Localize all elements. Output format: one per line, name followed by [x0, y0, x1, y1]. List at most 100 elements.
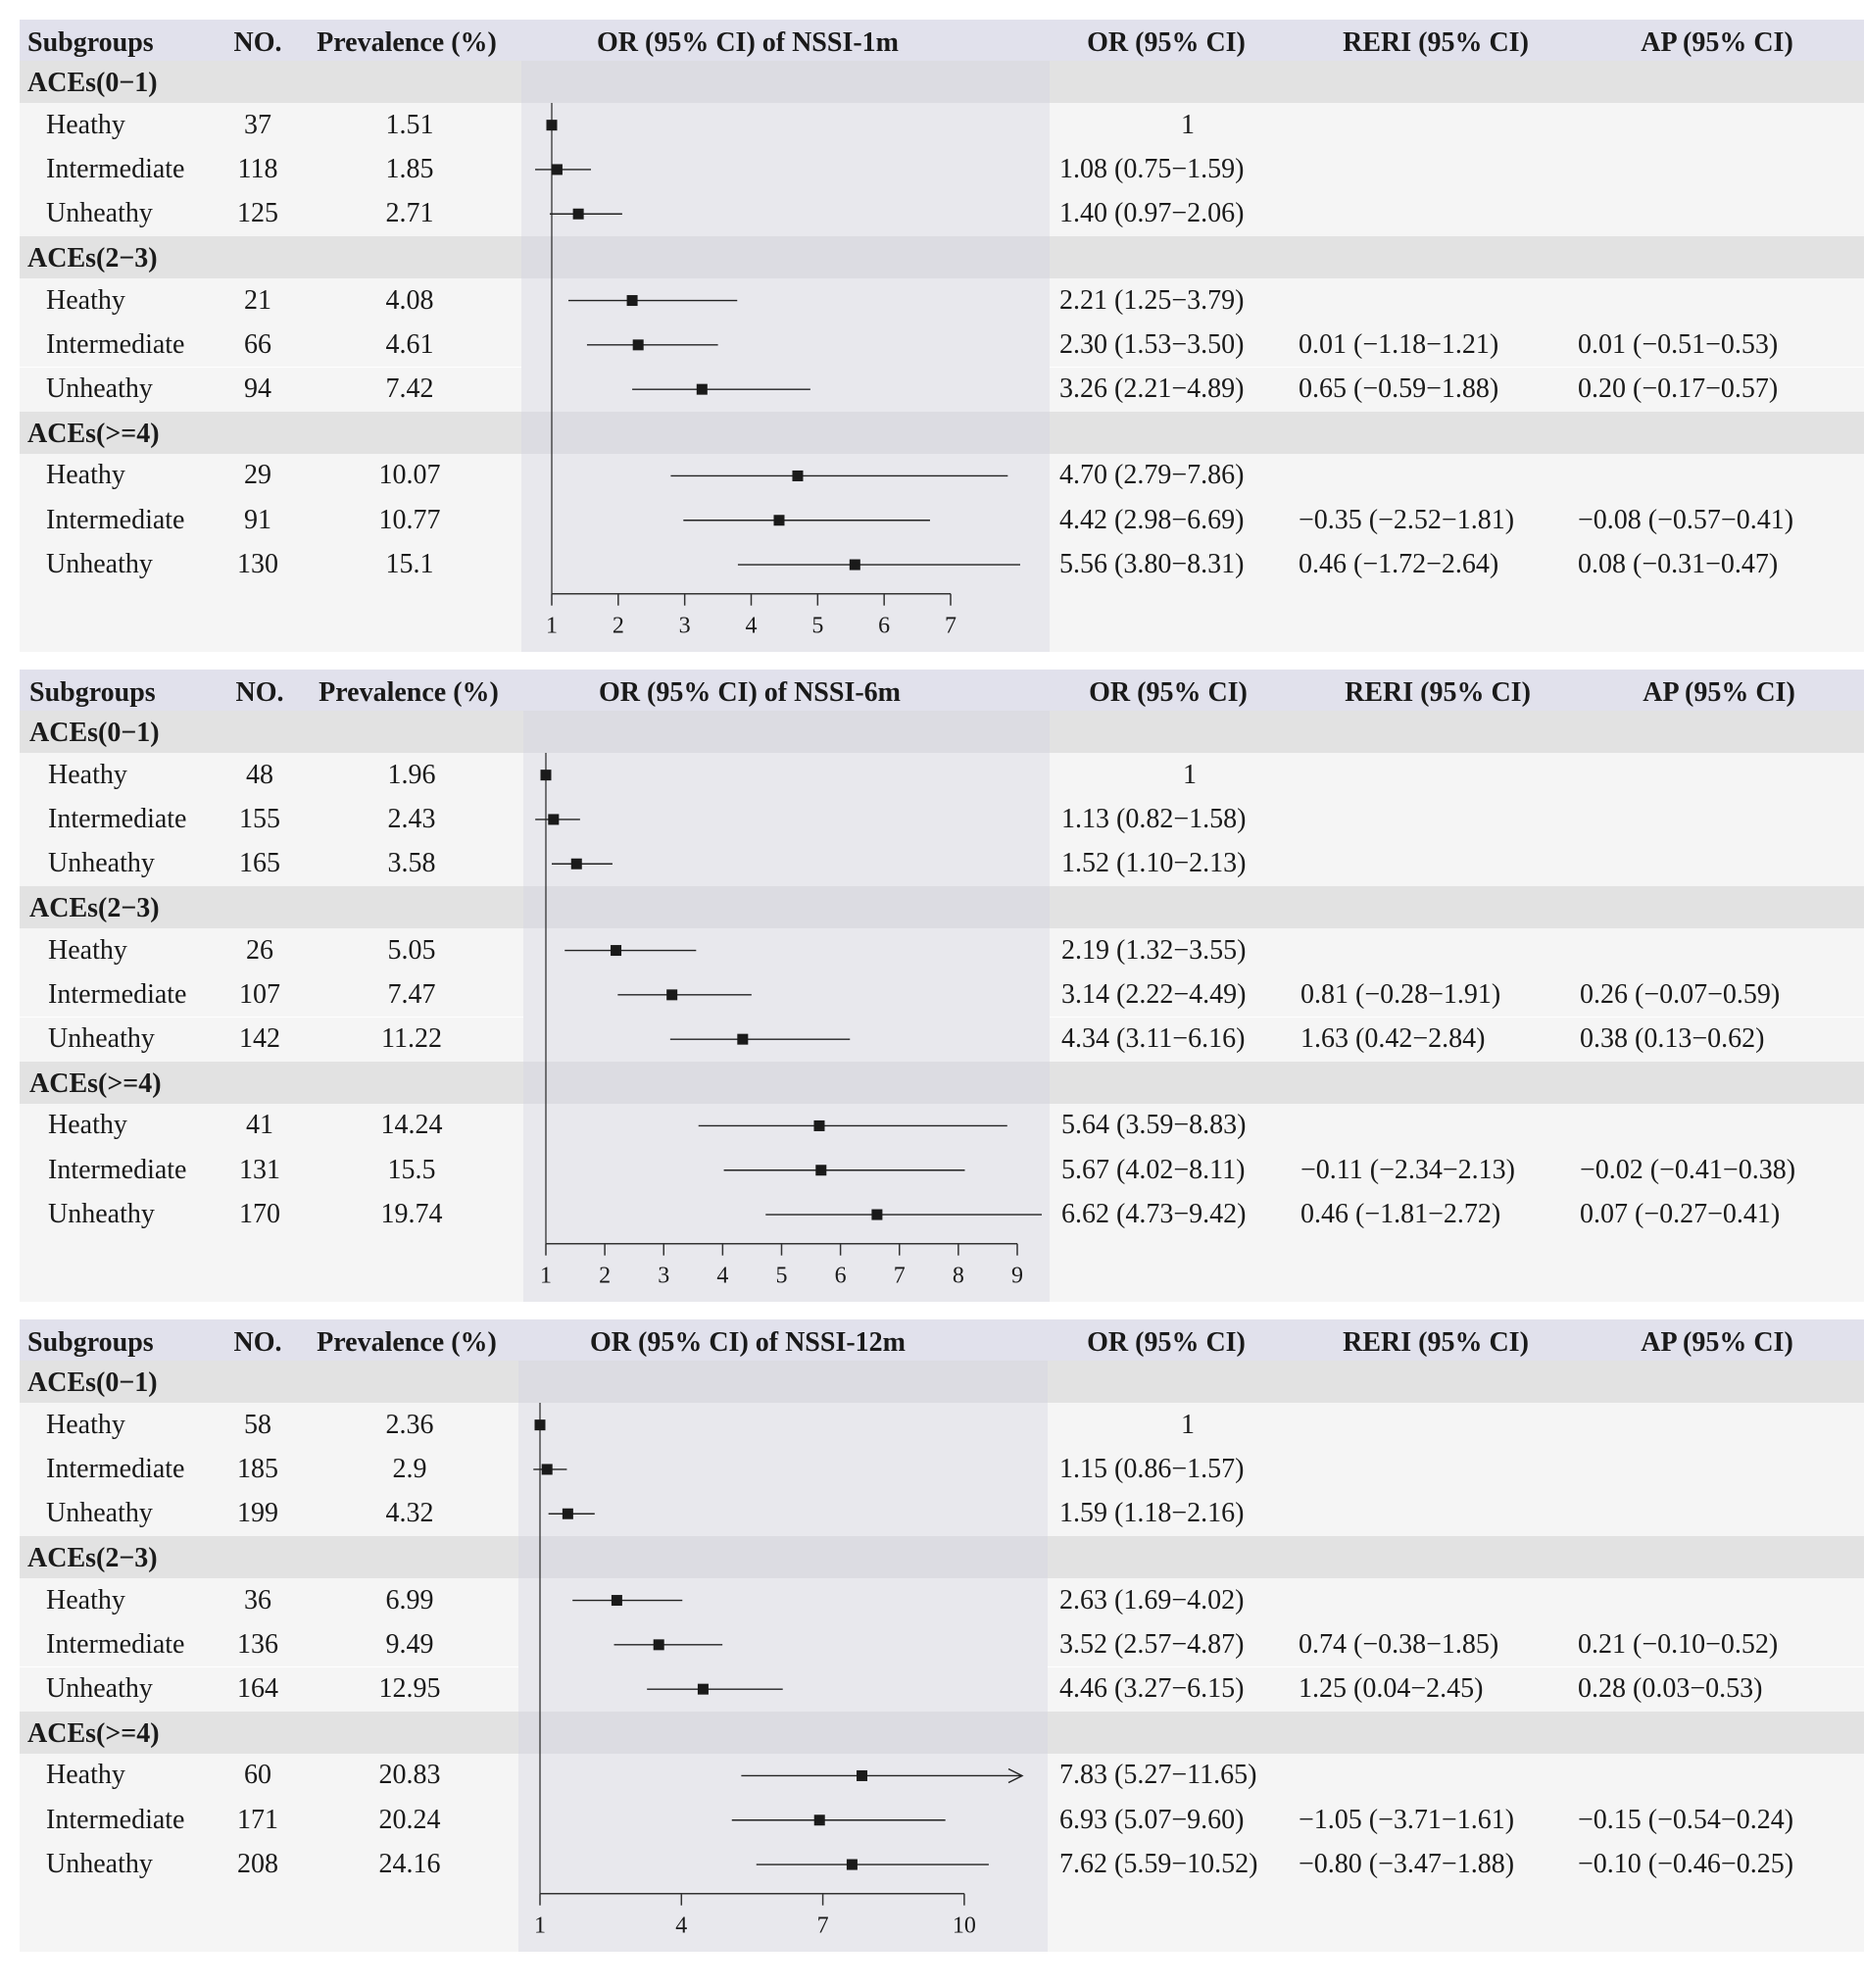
col-header-no: NO. [233, 27, 282, 58]
row-label: Heathy [46, 1584, 125, 1615]
row-or-ci: 2.19 (1.32−3.55) [1061, 934, 1247, 966]
row-or-ci: 5.67 (4.02−8.11) [1061, 1154, 1246, 1185]
row-prevalence: 7.47 [387, 978, 436, 1010]
row-label: Heathy [48, 759, 127, 790]
or-point [773, 515, 785, 526]
row-prevalence: 2.43 [387, 803, 436, 834]
row-ap: −0.15 (−0.54−0.24) [1578, 1804, 1794, 1835]
or-point [541, 1464, 553, 1475]
col-header-subgroups: Subgroups [29, 677, 156, 708]
row-no: 142 [239, 1023, 280, 1055]
or-point [696, 383, 708, 395]
row-label: Unheathy [48, 848, 155, 879]
row-no: 91 [244, 504, 271, 535]
row-ap: 0.08 (−0.31−0.47) [1578, 549, 1779, 580]
col-header-prevalence: Prevalence (%) [319, 677, 499, 708]
ci-arrow [1007, 1767, 1024, 1784]
row-or-ci: 1.08 (0.75−1.59) [1059, 153, 1245, 184]
row-ap: 0.26 (−0.07−0.59) [1580, 978, 1781, 1010]
row-label: Intermediate [46, 1453, 185, 1484]
or-point [815, 1165, 827, 1176]
row-no: 130 [237, 549, 278, 580]
row-ap: 0.28 (0.03−0.53) [1578, 1673, 1763, 1705]
row-reri: 1.63 (0.42−2.84) [1300, 1023, 1486, 1055]
col-header-prevalence: Prevalence (%) [317, 27, 497, 58]
row-label: Heathy [48, 934, 127, 966]
row-no: 136 [237, 1628, 278, 1660]
row-prevalence: 1.96 [387, 759, 436, 790]
row-prevalence: 2.36 [385, 1409, 434, 1440]
row-no: 48 [246, 759, 273, 790]
plot-group-band [518, 1361, 1048, 1403]
row-prevalence: 3.58 [387, 848, 436, 879]
row-no: 37 [244, 109, 271, 140]
row-ap: 0.38 (0.13−0.62) [1580, 1023, 1765, 1055]
row-or-ci: 5.56 (3.80−8.31) [1059, 549, 1245, 580]
row-or-ci: 1.13 (0.82−1.58) [1061, 803, 1247, 834]
forest-panel-3: Subgroups NO. Prevalence (%) OR (95% CI) of… [20, 1319, 1864, 1952]
col-header-forest-title: OR (95% CI) of NSSI-6m [599, 677, 901, 708]
or-point [548, 814, 560, 825]
or-point [540, 770, 552, 781]
row-no: 66 [244, 328, 271, 360]
row-prevalence: 4.08 [385, 284, 434, 316]
row-or-ci: 3.26 (2.21−4.89) [1059, 373, 1245, 405]
or-point [551, 164, 563, 175]
row-no: 131 [239, 1154, 280, 1185]
row-label: Heathy [46, 1409, 125, 1440]
row-label: Heathy [46, 284, 125, 316]
col-header-no: NO. [233, 1327, 282, 1358]
plot-area [518, 1361, 1048, 1952]
row-or-ci: 4.34 (3.11−6.16) [1061, 1023, 1246, 1055]
plot-group-band [523, 885, 1050, 928]
row-or-ci: 1 [1181, 109, 1195, 140]
row-no: 125 [237, 198, 278, 229]
row-label: Unheathy [46, 1498, 153, 1529]
row-or-ci: 3.52 (2.57−4.87) [1059, 1628, 1245, 1660]
or-point [813, 1814, 825, 1826]
row-reri: 0.65 (−0.59−1.88) [1299, 373, 1499, 405]
or-point [813, 1119, 825, 1131]
row-prevalence: 20.24 [378, 1804, 441, 1835]
row-label: Intermediate [46, 328, 185, 360]
x-axis-tick-label: 1 [534, 1913, 546, 1939]
row-label: Unheathy [46, 198, 153, 229]
forest-plot-svg: 1 2 3 4 5 6 7 8 9 [535, 753, 1042, 1289]
col-header-or: OR (95% CI) [1087, 27, 1246, 58]
row-reri: 1.25 (0.04−2.45) [1299, 1673, 1484, 1705]
row-reri: 0.01 (−1.18−1.21) [1299, 328, 1499, 360]
row-label: Intermediate [46, 1804, 185, 1835]
group-label: ACEs(2−3) [27, 242, 158, 273]
row-prevalence: 7.42 [385, 373, 434, 405]
row-no: 41 [246, 1110, 273, 1141]
row-prevalence: 20.83 [378, 1760, 441, 1791]
row-no: 208 [237, 1849, 278, 1880]
row-prevalence: 9.49 [385, 1628, 434, 1660]
col-header-ap: AP (95% CI) [1641, 1327, 1793, 1358]
row-ap: −0.08 (−0.57−0.41) [1578, 504, 1794, 535]
or-point [737, 1033, 749, 1045]
x-axis-tick-label: 3 [679, 614, 691, 639]
col-header-no: NO. [235, 677, 284, 708]
x-axis-tick-label: 4 [675, 1913, 687, 1939]
or-point [792, 470, 804, 481]
row-no: 118 [237, 153, 278, 184]
row-no: 165 [239, 848, 280, 879]
row-prevalence: 14.24 [380, 1110, 443, 1141]
row-no: 94 [244, 373, 271, 405]
plot-group-band [518, 1711, 1048, 1754]
row-prevalence: 24.16 [378, 1849, 441, 1880]
row-label: Unheathy [48, 1199, 155, 1230]
col-header-forest-title: OR (95% CI) of NSSI-1m [597, 27, 899, 58]
row-no: 171 [237, 1804, 278, 1835]
or-point [697, 1683, 709, 1695]
row-label: Heathy [46, 460, 125, 491]
row-or-ci: 2.63 (1.69−4.02) [1059, 1584, 1245, 1615]
or-point [534, 1419, 546, 1431]
row-prevalence: 1.51 [385, 109, 434, 140]
header-row [20, 20, 1864, 61]
plot-group-band [521, 235, 1050, 278]
row-prevalence: 10.77 [378, 504, 441, 535]
or-point [572, 208, 584, 220]
